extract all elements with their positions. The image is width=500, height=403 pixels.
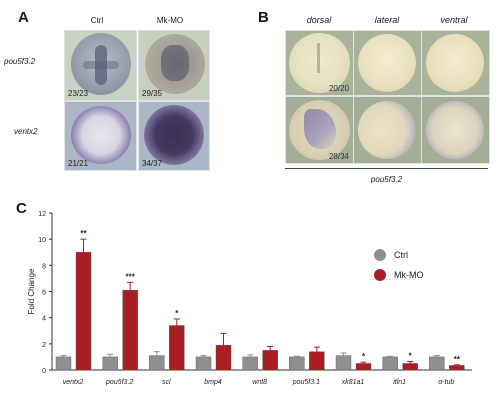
y-tick-label: 6 (42, 290, 46, 297)
photo-a-mkmo-ventx2: 34/37 (138, 101, 210, 171)
legend-label: Mk-MO (394, 270, 424, 280)
bar-ctrl (55, 356, 72, 371)
view-label-dorsal: dorsal (306, 15, 332, 25)
panel-c-letter: C (16, 200, 27, 217)
significance-marker: *** (125, 272, 135, 281)
bar-ctrl (429, 356, 445, 371)
significance-marker: * (175, 309, 179, 318)
x-tick-label: xk81a1 (341, 379, 365, 386)
legend-marker (374, 249, 386, 261)
bar-mk-mo (122, 289, 138, 371)
legend-marker (374, 269, 386, 281)
y-tick-label: 4 (42, 316, 46, 323)
bar-ctrl (289, 356, 305, 371)
bar-mk-mo (309, 351, 325, 371)
photo-b-ventral-bottom (421, 96, 490, 164)
x-tick-label: bmp4 (204, 379, 222, 386)
bar-ctrl (102, 356, 118, 371)
col-label-mkmo: Mk-MO (156, 16, 184, 25)
row-label-ventx2: ventx2 (14, 127, 38, 136)
bar-mk-mo (75, 252, 92, 371)
view-label-ventral: ventral (440, 15, 468, 25)
stain-pattern (83, 61, 119, 69)
photo-b-ventral-top (421, 30, 490, 96)
photo-a-ctrl-ventx2: 21/21 (64, 101, 137, 171)
photo-b-lateral-top (353, 30, 422, 96)
col-label-ctrl: Ctrl (90, 16, 104, 25)
view-label-lateral: lateral (374, 15, 400, 25)
y-tick-label: 10 (38, 237, 46, 244)
count-label: 20/20 (328, 84, 349, 93)
bar-ctrl (149, 355, 165, 371)
y-tick-label: 2 (42, 342, 46, 349)
x-tick-label: α-tub (438, 379, 454, 386)
count-label: 34/37 (142, 159, 163, 168)
photo-b-lateral-bottom (353, 96, 422, 164)
bar-ctrl (382, 356, 398, 371)
x-tick-label: pou5f3.1 (292, 379, 320, 386)
stain-pattern (317, 43, 320, 73)
embryo (426, 101, 484, 159)
count-label: 23/23 (68, 89, 89, 98)
significance-marker: ** (454, 355, 461, 364)
bar-ctrl (195, 356, 212, 371)
panel-b-gene-label: pou5f3.2 (370, 175, 403, 184)
stain-pattern (95, 45, 107, 85)
embryo (144, 105, 204, 165)
y-tick-label: 0 (42, 368, 46, 375)
count-label: 29/35 (142, 89, 163, 98)
photo-a-ctrl-pou5f3: 23/23 (64, 30, 137, 101)
bar-mk-mo (355, 363, 372, 371)
embryo (426, 34, 484, 92)
x-tick-label: wnt8 (252, 379, 267, 386)
panel-a-letter: A (18, 9, 29, 26)
bar-mk-mo (262, 350, 278, 371)
bar-ctrl (242, 356, 258, 371)
count-label: 28/34 (328, 152, 349, 161)
bar-mk-mo (402, 363, 418, 371)
y-tick-label: 8 (42, 263, 46, 270)
row-label-pou5f3-2: pou5f3.2 (4, 57, 36, 66)
bar-mk-mo (169, 325, 185, 371)
embryo (358, 101, 416, 159)
photo-a-mkmo-pou5f3: 29/35 (138, 30, 210, 101)
photo-b-dorsal-bottom: 28/34 (285, 96, 354, 164)
legend-label: Ctrl (394, 250, 408, 260)
significance-marker: * (362, 352, 366, 361)
panel-b-divider (285, 168, 488, 169)
x-tick-label: ventx2 (63, 379, 84, 386)
embryo (358, 34, 416, 92)
significance-marker: ** (80, 229, 87, 238)
x-tick-label: scl (162, 379, 171, 386)
bar-ctrl (335, 355, 352, 371)
stain-pattern (161, 45, 189, 81)
y-axis-label: Fold Change (27, 268, 36, 314)
bar-mk-mo (449, 365, 465, 371)
stain-pattern (304, 109, 336, 149)
x-tick-label: pou5f3.2 (105, 379, 133, 386)
panel-b-letter: B (258, 9, 269, 26)
count-label: 21/21 (68, 159, 89, 168)
photo-b-dorsal-top: 20/20 (285, 30, 354, 96)
embryo (71, 106, 131, 164)
x-tick-label: itln1 (393, 379, 406, 386)
bar-mk-mo (215, 344, 232, 371)
y-tick-label: 12 (38, 211, 46, 218)
significance-marker: * (409, 351, 413, 360)
